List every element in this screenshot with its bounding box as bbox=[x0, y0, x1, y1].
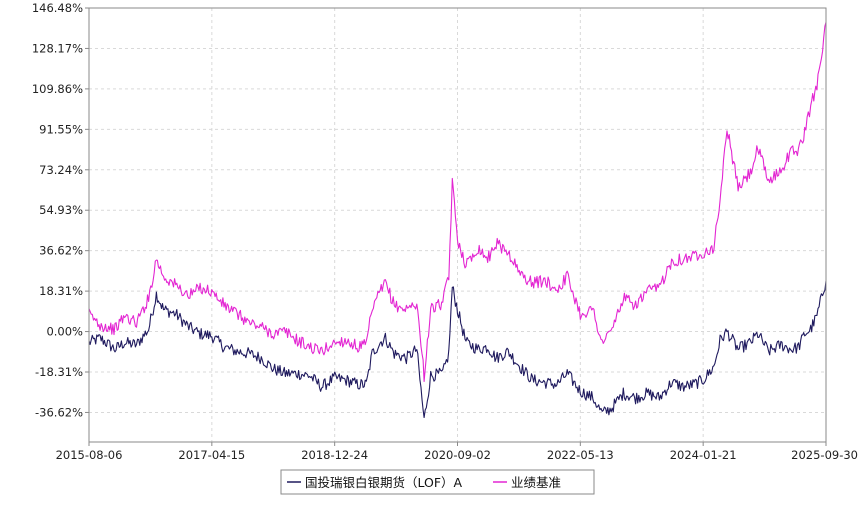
y-tick-label: -18.31% bbox=[35, 365, 83, 379]
legend-label-benchmark: 业绩基准 bbox=[511, 475, 561, 490]
plot-frame bbox=[88, 7, 827, 443]
x-tick-label: 2017-04-15 bbox=[178, 448, 245, 462]
y-tick-label: 146.48% bbox=[32, 1, 83, 15]
y-tick-label: 0.00% bbox=[46, 325, 83, 339]
series-line-fund bbox=[88, 280, 827, 419]
y-tick-label: 36.62% bbox=[39, 244, 83, 258]
y-tick-label: -36.62% bbox=[35, 405, 83, 419]
x-tick-label: 2024-01-21 bbox=[670, 448, 737, 462]
legend-box bbox=[280, 469, 595, 495]
legend-label-fund: 国投瑞银白银期货（LOF）A bbox=[305, 475, 463, 490]
y-tick-label: 128.17% bbox=[32, 41, 83, 55]
x-tick-label: 2018-12-24 bbox=[301, 448, 368, 462]
y-tick-label: 18.31% bbox=[39, 284, 83, 298]
x-tick-label: 2025-09-30 bbox=[791, 448, 858, 462]
x-tick-label: 2015-08-06 bbox=[56, 448, 123, 462]
y-tick-label: 73.24% bbox=[39, 163, 83, 177]
y-tick-label: 91.55% bbox=[39, 122, 83, 136]
legend: 国投瑞银白银期货（LOF）A 业绩基准 bbox=[280, 469, 595, 495]
y-tick-label: 109.86% bbox=[32, 82, 83, 96]
x-axis: 2015-08-06 2017-04-15 2018-12-24 2020-09-02… bbox=[56, 442, 858, 462]
y-axis: 146.48% 128.17% 109.86% 91.55% 73.24% 54.93% 3… bbox=[32, 1, 89, 419]
series-line-benchmark bbox=[88, 22, 827, 383]
x-tick-label: 2022-05-13 bbox=[547, 448, 614, 462]
x-tick-label: 2020-09-02 bbox=[424, 448, 491, 462]
series-lines bbox=[88, 22, 827, 419]
y-tick-label: 54.93% bbox=[39, 203, 83, 217]
